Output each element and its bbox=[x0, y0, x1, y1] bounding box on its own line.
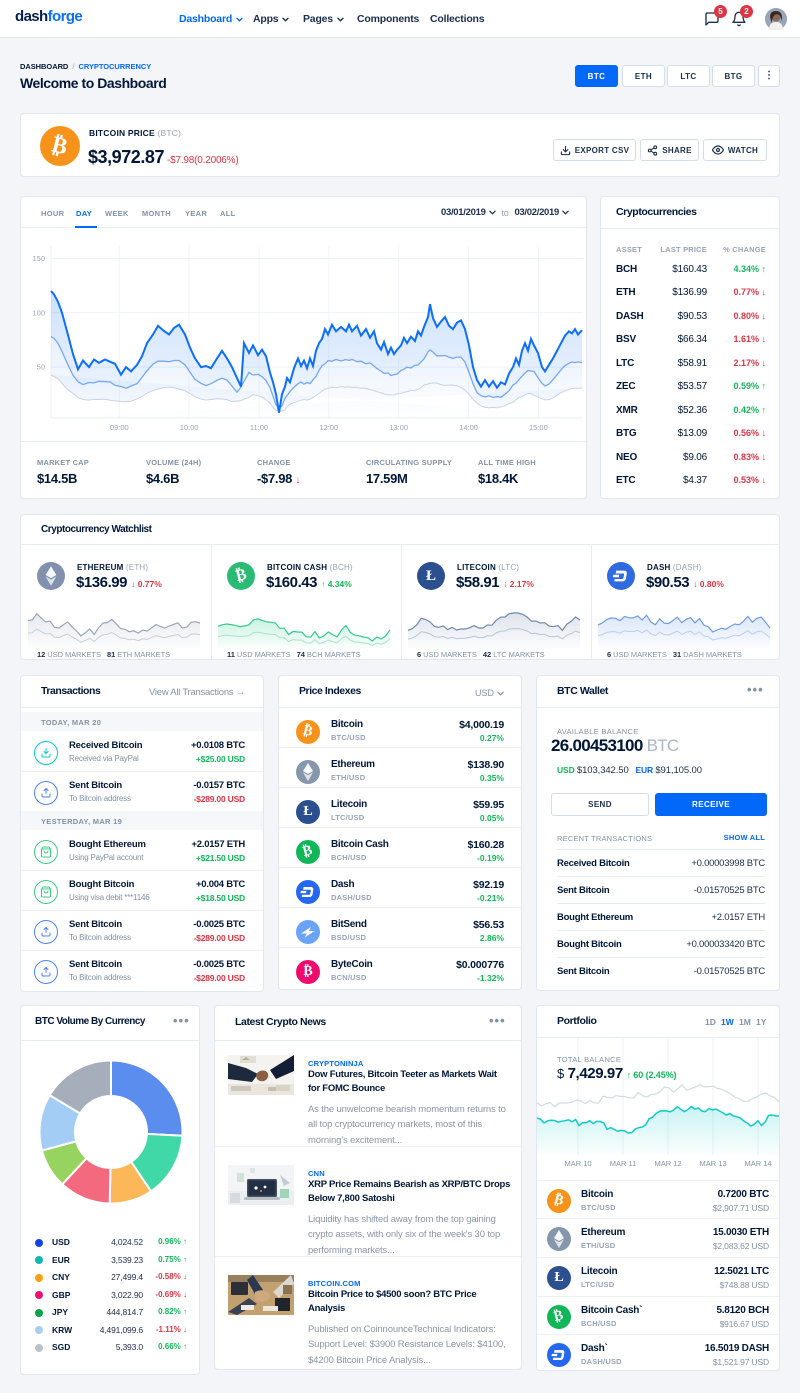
svg-text:MAR 11: MAR 11 bbox=[610, 1159, 637, 1168]
svg-text:50: 50 bbox=[37, 363, 45, 372]
svg-text:12:00: 12:00 bbox=[319, 423, 338, 432]
svg-text:MAR 12: MAR 12 bbox=[654, 1159, 681, 1168]
svg-text:13:00: 13:00 bbox=[389, 423, 408, 432]
svg-text:14:00: 14:00 bbox=[459, 423, 478, 432]
svg-text:10:00: 10:00 bbox=[180, 423, 199, 432]
svg-text:MAR 10: MAR 10 bbox=[564, 1159, 591, 1168]
svg-text:11:00: 11:00 bbox=[250, 423, 268, 432]
svg-text:09:00: 09:00 bbox=[110, 423, 129, 432]
svg-text:100: 100 bbox=[32, 308, 45, 317]
svg-text:MAR 14: MAR 14 bbox=[744, 1159, 771, 1168]
svg-text:15:00: 15:00 bbox=[529, 423, 548, 432]
svg-text:MAR 13: MAR 13 bbox=[699, 1159, 726, 1168]
svg-text:150: 150 bbox=[32, 254, 45, 263]
